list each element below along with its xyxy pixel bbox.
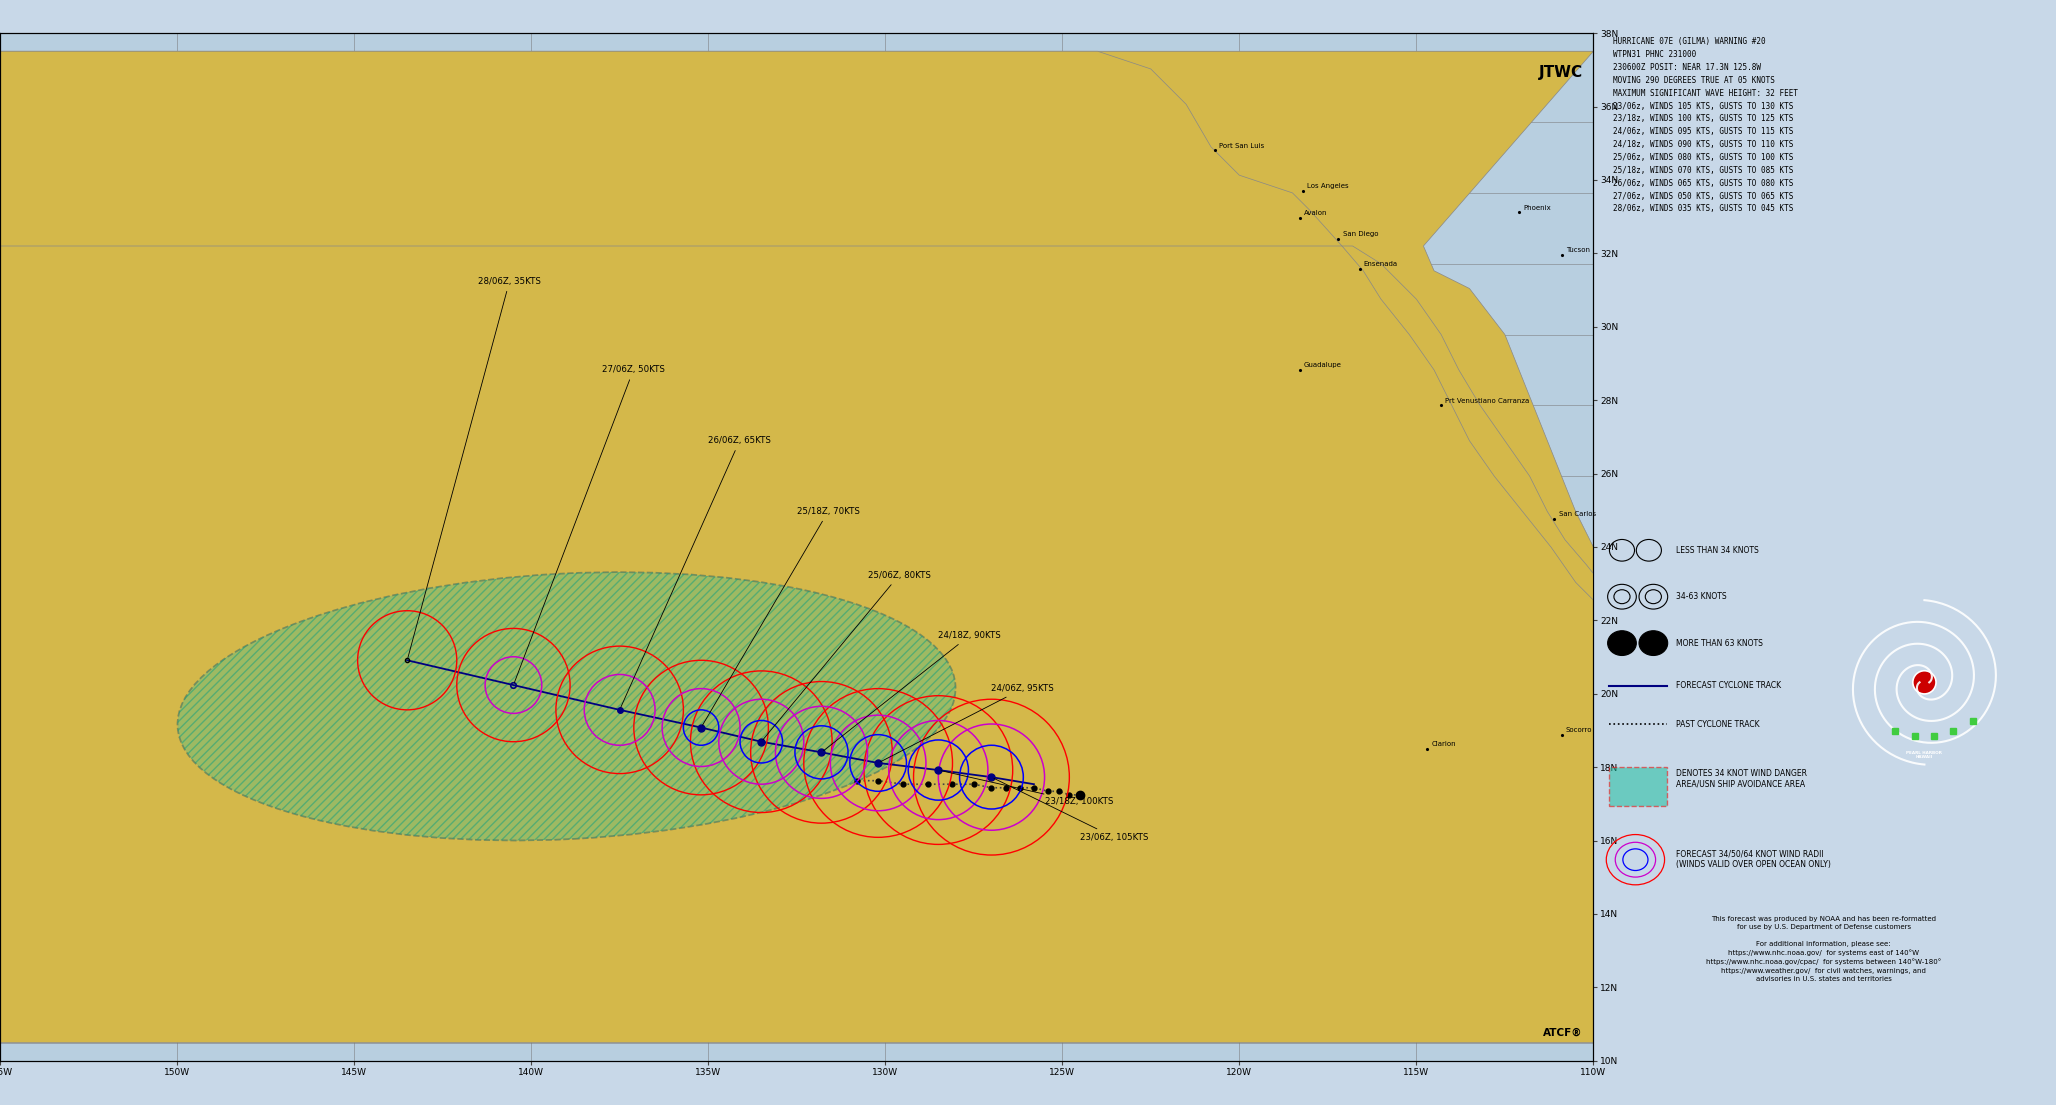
Polygon shape — [0, 51, 1343, 246]
Text: MORE THAN 63 KNOTS: MORE THAN 63 KNOTS — [1676, 639, 1762, 648]
Circle shape — [1912, 671, 1937, 694]
Polygon shape — [1343, 246, 1614, 618]
Text: Socorro: Socorro — [1567, 727, 1591, 733]
Text: LESS THAN 34 KNOTS: LESS THAN 34 KNOTS — [1676, 546, 1758, 555]
Circle shape — [1608, 631, 1637, 655]
Text: Prt Venustiano Carranza: Prt Venustiano Carranza — [1445, 398, 1530, 403]
Text: DENOTES 34 KNOT WIND DANGER
AREA/USN SHIP AVOIDANCE AREA: DENOTES 34 KNOT WIND DANGER AREA/USN SHI… — [1676, 769, 1807, 788]
Text: Avalon: Avalon — [1304, 210, 1328, 215]
Text: FORECAST CYCLONE TRACK: FORECAST CYCLONE TRACK — [1676, 681, 1780, 691]
FancyBboxPatch shape — [1608, 767, 1667, 806]
Text: 34-63 KNOTS: 34-63 KNOTS — [1676, 592, 1727, 601]
Text: JTWC: JTWC — [1538, 65, 1583, 81]
Text: 23/18Z, 100KTS: 23/18Z, 100KTS — [942, 770, 1112, 807]
Text: 25/18Z, 70KTS: 25/18Z, 70KTS — [703, 507, 859, 725]
Text: FORECAST 34/50/64 KNOT WIND RADII
(WINDS VALID OVER OPEN OCEAN ONLY): FORECAST 34/50/64 KNOT WIND RADII (WINDS… — [1676, 850, 1830, 870]
Text: This forecast was produced by NOAA and has been re-formatted
for use by U.S. Dep: This forecast was produced by NOAA and h… — [1706, 916, 1941, 982]
Text: 27/06Z, 50KTS: 27/06Z, 50KTS — [514, 366, 664, 683]
Text: Ensenada: Ensenada — [1363, 261, 1398, 267]
Text: 24/06Z, 95KTS: 24/06Z, 95KTS — [880, 684, 1055, 761]
Text: 28/06Z, 35KTS: 28/06Z, 35KTS — [407, 277, 541, 657]
Text: ATCF®: ATCF® — [1544, 1028, 1583, 1038]
Text: San Carlos: San Carlos — [1558, 511, 1595, 517]
Polygon shape — [0, 51, 1805, 1043]
Text: Los Angeles: Los Angeles — [1308, 183, 1349, 189]
Circle shape — [1639, 631, 1667, 655]
Text: 23/06Z, 105KTS: 23/06Z, 105KTS — [993, 778, 1149, 842]
Text: San Diego: San Diego — [1343, 231, 1378, 238]
Text: Guadalupe: Guadalupe — [1304, 362, 1343, 368]
Text: Phoenix: Phoenix — [1523, 204, 1550, 211]
Text: Port San Luis: Port San Luis — [1219, 143, 1264, 148]
Ellipse shape — [177, 572, 956, 841]
Text: 24/18Z, 90KTS: 24/18Z, 90KTS — [824, 631, 1001, 750]
Text: PAST CYCLONE TRACK: PAST CYCLONE TRACK — [1676, 719, 1760, 729]
Text: 26/06Z, 65KTS: 26/06Z, 65KTS — [621, 436, 771, 707]
Text: PEARL HARBOR
HAWAII: PEARL HARBOR HAWAII — [1906, 750, 1943, 759]
Text: Tucson: Tucson — [1567, 248, 1589, 253]
Text: Clarion: Clarion — [1431, 741, 1456, 747]
Text: HURRICANE 07E (GILMA) WARNING #20
WTPN31 PHNC 231000
230600Z POSIT: NEAR 17.3N 1: HURRICANE 07E (GILMA) WARNING #20 WTPN31… — [1614, 38, 1799, 213]
Text: 25/06Z, 80KTS: 25/06Z, 80KTS — [763, 571, 931, 739]
